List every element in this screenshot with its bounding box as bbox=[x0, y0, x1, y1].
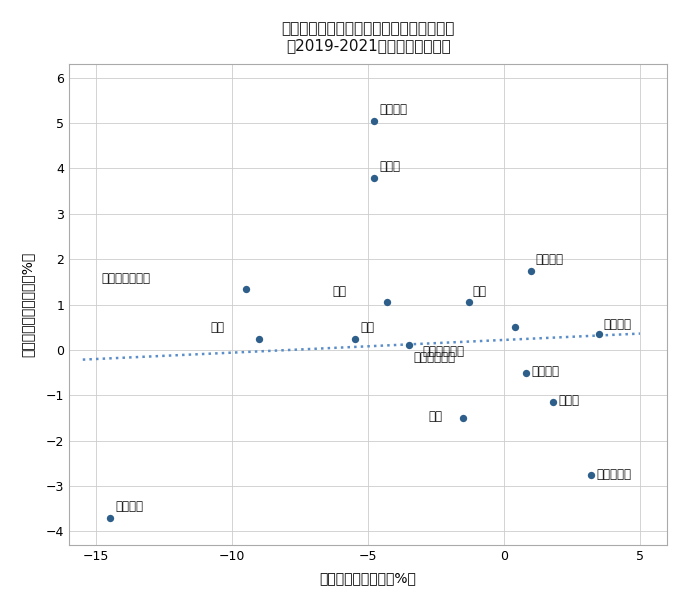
Text: 教育: 教育 bbox=[333, 285, 347, 298]
Text: 鉱業: 鉱業 bbox=[360, 321, 374, 334]
Text: 情報通信: 情報通信 bbox=[379, 103, 407, 116]
Point bbox=[240, 284, 251, 293]
Text: 宿泊飲食: 宿泊飲食 bbox=[116, 500, 143, 513]
X-axis label: 労働生産性変化率（%）: 労働生産性変化率（%） bbox=[320, 571, 417, 585]
Point bbox=[526, 265, 537, 275]
Text: 卸売小売: 卸売小売 bbox=[531, 365, 559, 378]
Text: 専門科学技術: 専門科学技術 bbox=[422, 345, 464, 358]
Text: 運輸: 運輸 bbox=[211, 321, 224, 334]
Point bbox=[382, 298, 393, 307]
Title: 労働生産性の変化と就業者数シェアの関係
（2019-2021年平均、全産業）: 労働生産性の変化と就業者数シェアの関係 （2019-2021年平均、全産業） bbox=[281, 21, 455, 53]
Point bbox=[254, 334, 265, 344]
Point bbox=[368, 173, 379, 182]
Text: 建設: 建設 bbox=[428, 410, 442, 424]
Text: 金融保険: 金融保険 bbox=[603, 318, 632, 331]
Text: その他サービス: その他サービス bbox=[102, 272, 151, 285]
Text: 公務: 公務 bbox=[473, 285, 487, 298]
Text: 電機ガス水道: 電機ガス水道 bbox=[413, 350, 455, 364]
Point bbox=[509, 322, 520, 332]
Point bbox=[105, 513, 116, 522]
Point bbox=[463, 298, 474, 307]
Point bbox=[403, 341, 414, 350]
Point bbox=[520, 368, 531, 378]
Y-axis label: 就業者シェア変化率（%）: 就業者シェア変化率（%） bbox=[21, 252, 35, 357]
Point bbox=[368, 116, 379, 125]
Text: 製造業: 製造業 bbox=[559, 394, 579, 407]
Text: 農林水産業: 農林水産業 bbox=[596, 468, 632, 481]
Point bbox=[594, 329, 605, 339]
Point bbox=[458, 413, 469, 423]
Text: 保健衛生: 保健衛生 bbox=[535, 253, 563, 266]
Point bbox=[548, 397, 559, 407]
Text: 不動産: 不動産 bbox=[379, 160, 400, 173]
Point bbox=[585, 470, 596, 479]
Point bbox=[349, 334, 360, 344]
